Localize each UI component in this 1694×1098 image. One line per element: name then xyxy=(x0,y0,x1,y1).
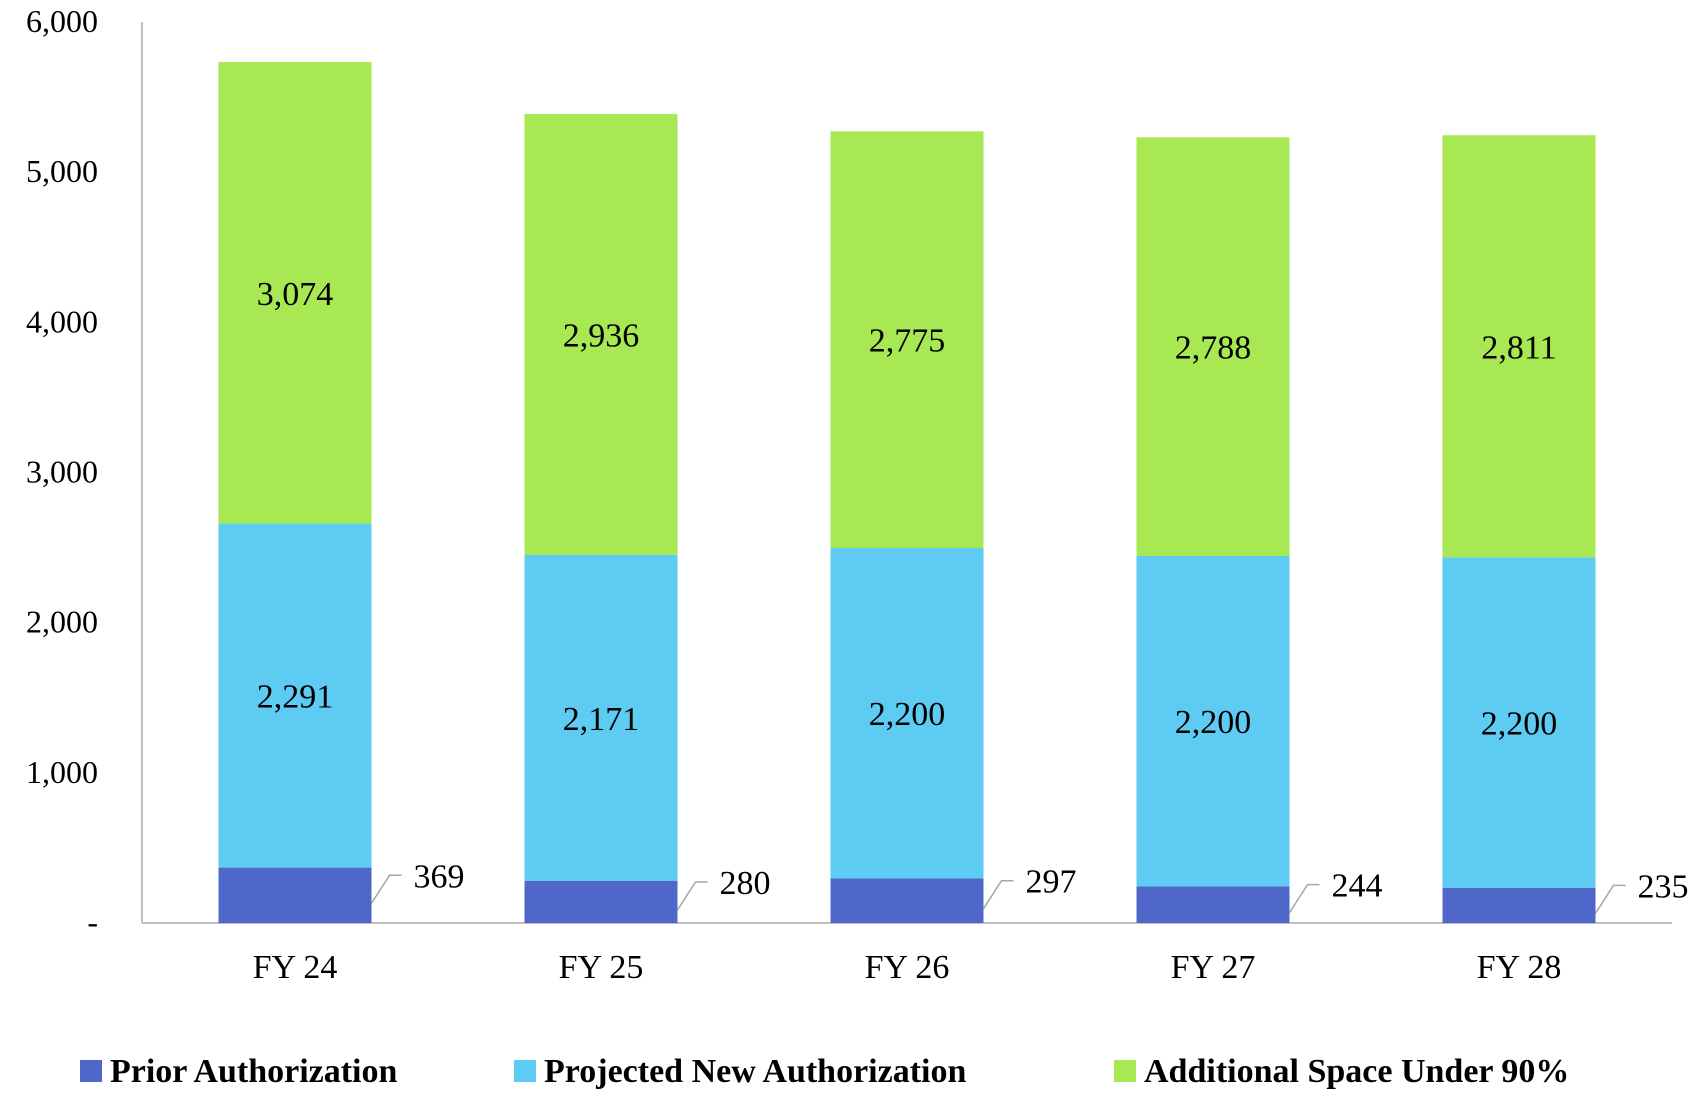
y-tick-label: 6,000 xyxy=(26,3,98,39)
data-label: 2,936 xyxy=(563,317,640,354)
data-label: 369 xyxy=(414,858,465,895)
bar-segment xyxy=(1136,886,1290,923)
y-axis-ticks: - 1,000 2,000 3,000 4,000 5,000 6,000 xyxy=(26,3,98,940)
bar-segment xyxy=(218,523,372,868)
x-tick-label: FY 24 xyxy=(253,949,338,986)
data-label-leader xyxy=(370,874,402,904)
bar-segment xyxy=(218,867,372,923)
bar-segment xyxy=(830,548,984,879)
legend-swatch xyxy=(80,1060,102,1082)
bar-segment xyxy=(524,554,678,881)
legend-swatch xyxy=(1114,1060,1136,1082)
bar-segment xyxy=(1136,137,1290,556)
data-label: 2,200 xyxy=(869,696,946,733)
data-label-leader xyxy=(982,879,1014,910)
y-tick-label: 4,000 xyxy=(26,303,98,339)
data-label: 2,291 xyxy=(257,679,334,716)
bar-segment xyxy=(524,880,678,923)
bars-group: 369 2,291 3,074 280 2,171 2,936 297 2,200 2,775 2… xyxy=(218,61,1689,923)
x-tick-label: FY 25 xyxy=(559,949,644,986)
y-tick-label: - xyxy=(87,904,98,940)
data-label: 2,788 xyxy=(1175,330,1252,367)
bar-segment xyxy=(830,878,984,923)
bar-segment xyxy=(1442,135,1596,558)
x-tick-label: FY 28 xyxy=(1477,949,1562,986)
data-label: 3,074 xyxy=(257,276,334,313)
bar-segment xyxy=(1136,555,1290,887)
data-label: 2,200 xyxy=(1175,704,1252,741)
data-label-leader xyxy=(676,881,708,911)
bar-segment xyxy=(830,131,984,549)
x-axis-labels: FY 24 FY 25 FY 26 FY 27 FY 28 xyxy=(253,949,1562,986)
y-tick-label: 1,000 xyxy=(26,754,98,790)
data-label: 244 xyxy=(1332,868,1383,905)
legend: Prior Authorization Projected New Authori… xyxy=(80,1053,1569,1090)
data-label: 2,811 xyxy=(1481,329,1556,366)
y-tick-label: 5,000 xyxy=(26,153,98,189)
y-tick-label: 3,000 xyxy=(26,454,98,490)
data-label-leader xyxy=(1288,883,1320,914)
data-label: 2,171 xyxy=(563,701,640,738)
legend-swatch xyxy=(514,1060,536,1082)
legend-label: Additional Space Under 90% xyxy=(1144,1053,1569,1090)
data-label: 280 xyxy=(720,865,771,902)
data-label-leader xyxy=(1594,884,1626,914)
data-label: 2,200 xyxy=(1481,706,1558,743)
legend-label: Prior Authorization xyxy=(110,1053,397,1090)
legend-label: Projected New Authorization xyxy=(544,1053,966,1090)
data-label: 235 xyxy=(1638,868,1689,905)
data-label: 297 xyxy=(1026,864,1077,901)
bar-segment xyxy=(1442,887,1596,923)
bar-segment xyxy=(524,114,678,555)
bar-segment xyxy=(218,61,372,524)
x-tick-label: FY 27 xyxy=(1171,949,1256,986)
y-tick-label: 2,000 xyxy=(26,604,98,640)
data-label: 2,775 xyxy=(869,323,946,360)
bar-segment xyxy=(1442,557,1596,888)
x-tick-label: FY 26 xyxy=(865,949,950,986)
